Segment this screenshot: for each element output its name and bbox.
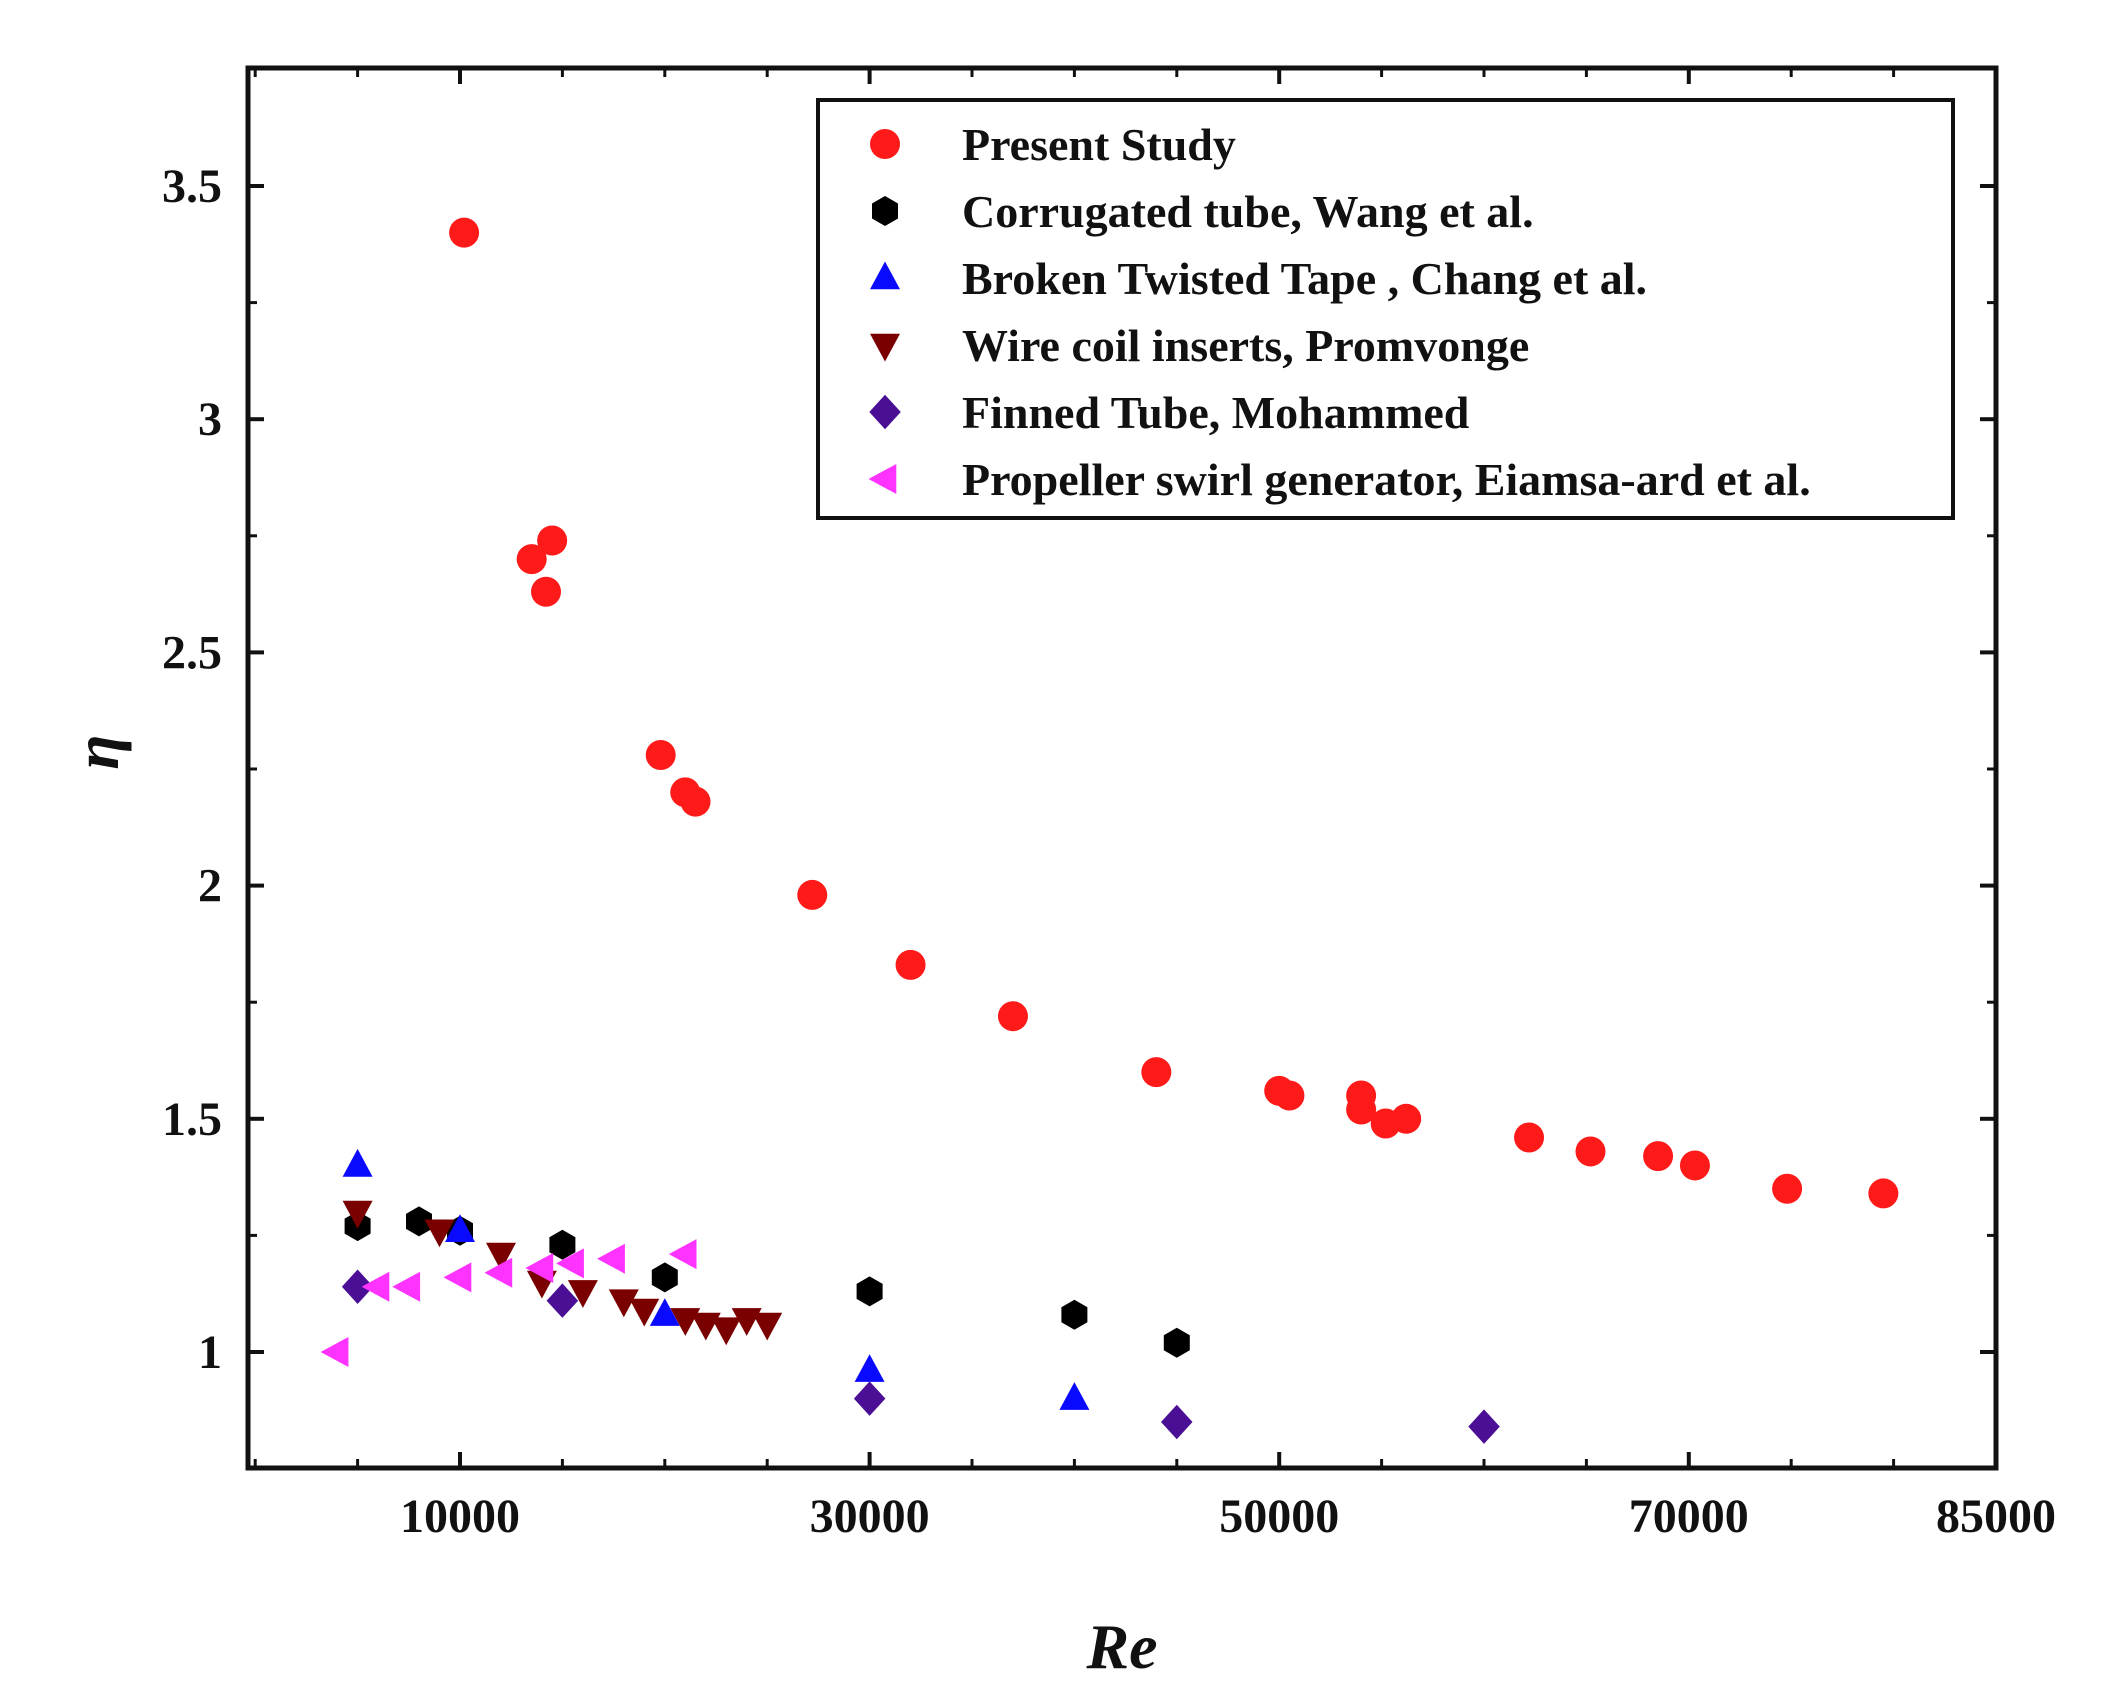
point-present-study	[1141, 1057, 1172, 1088]
point-broken-twisted-tape-chang-et-al	[342, 1148, 373, 1177]
point-wire-coil-inserts-promvonge	[424, 1219, 455, 1248]
legend-marker-finned-tube-mohammed	[869, 394, 901, 430]
x-tick-label: 50000	[1219, 1490, 1339, 1543]
legend: Present Study Corrugated tube, Wang et a…	[816, 98, 1955, 520]
point-wire-coil-inserts-promvonge	[608, 1289, 639, 1318]
legend-box	[816, 98, 1955, 520]
series-wire-coil-inserts-promvonge	[342, 1200, 783, 1346]
point-propeller-swirl-generator-eiamsa-ard-et-al	[668, 1239, 697, 1270]
legend-label-broken-twisted-tape: Broken Twisted Tape , Chang et al.	[962, 253, 1647, 304]
series-finned-tube-mohammed	[341, 1269, 1500, 1444]
point-present-study	[1346, 1094, 1377, 1125]
y-tick-label: 2.5	[162, 626, 222, 679]
series-present-study	[449, 217, 1899, 1209]
point-corrugated-tube-wang-et-al	[651, 1262, 678, 1293]
point-corrugated-tube-wang-et-al	[856, 1276, 883, 1307]
point-present-study	[537, 525, 568, 556]
point-present-study	[1679, 1150, 1710, 1181]
legend-marker-propeller-swirl-generator-eiamsa-ard-et-al	[868, 464, 897, 494]
point-present-study	[680, 786, 711, 817]
point-present-study	[531, 576, 562, 607]
point-present-study	[1391, 1103, 1422, 1134]
point-present-study	[1575, 1136, 1606, 1167]
point-wire-coil-inserts-promvonge	[629, 1298, 660, 1327]
series-corrugated-tube-wang-et-al	[344, 1206, 1190, 1358]
point-corrugated-tube-wang-et-al	[406, 1206, 432, 1237]
point-propeller-swirl-generator-eiamsa-ard-et-al	[556, 1248, 584, 1279]
y-axis-title: η	[61, 734, 132, 769]
point-wire-coil-inserts-promvonge	[752, 1312, 783, 1341]
point-propeller-swirl-generator-eiamsa-ard-et-al	[484, 1257, 513, 1288]
point-present-study	[516, 544, 547, 575]
x-axis-title: Re	[1085, 1611, 1157, 1682]
x-tick-label: 30000	[810, 1490, 930, 1543]
point-present-study	[797, 879, 828, 910]
legend-label-corrugated-tube: Corrugated tube, Wang et al.	[962, 186, 1534, 237]
legend-label-propeller-swirl: Propeller swirl generator, Eiamsa-ard et…	[962, 454, 1811, 505]
legend-marker-present-study	[870, 129, 900, 159]
series-broken-twisted-tape-chang-et-al	[342, 1148, 1090, 1410]
point-wire-coil-inserts-promvonge	[567, 1280, 598, 1308]
point-present-study	[1274, 1080, 1305, 1111]
point-broken-twisted-tape-chang-et-al	[1059, 1382, 1090, 1410]
y-tick-label: 1	[198, 1326, 222, 1379]
y-tick-label: 3	[198, 393, 222, 446]
point-present-study	[1868, 1178, 1899, 1209]
point-corrugated-tube-wang-et-al	[549, 1229, 576, 1260]
point-propeller-swirl-generator-eiamsa-ard-et-al	[525, 1253, 554, 1283]
legend-marker-corrugated-tube-wang-et-al	[872, 196, 898, 226]
y-tick-label: 2	[198, 860, 222, 913]
point-corrugated-tube-wang-et-al	[1163, 1327, 1190, 1358]
axis-tick-labels: 10000 30000 50000 70000 85000 1 1.5 2 2.5 3 3.5	[162, 160, 2056, 1543]
point-propeller-swirl-generator-eiamsa-ard-et-al	[392, 1271, 421, 1302]
point-corrugated-tube-wang-et-al	[1061, 1299, 1088, 1330]
point-present-study	[449, 217, 480, 248]
point-wire-coil-inserts-promvonge	[342, 1200, 373, 1229]
x-tick-label: 70000	[1629, 1490, 1749, 1543]
point-finned-tube-mohammed	[853, 1381, 886, 1416]
x-tick-label: 85000	[1936, 1490, 2056, 1543]
point-propeller-swirl-generator-eiamsa-ard-et-al	[361, 1271, 390, 1302]
point-present-study	[895, 949, 926, 980]
x-tick-label: 10000	[400, 1490, 520, 1543]
point-propeller-swirl-generator-eiamsa-ard-et-al	[443, 1262, 472, 1293]
legend-marker-broken-twisted-tape-chang-et-al	[870, 261, 900, 290]
point-propeller-swirl-generator-eiamsa-ard-et-al	[597, 1243, 625, 1274]
point-wire-coil-inserts-promvonge	[486, 1242, 516, 1271]
point-finned-tube-mohammed	[341, 1269, 374, 1304]
legend-label-present-study: Present Study	[962, 119, 1236, 170]
axis-ticks	[248, 68, 1998, 1468]
data-points	[320, 217, 1899, 1444]
series-propeller-swirl-generator-eiamsa-ard-et-al	[320, 1239, 697, 1367]
y-tick-label: 1.5	[162, 1093, 222, 1146]
point-present-study	[1643, 1141, 1674, 1172]
point-broken-twisted-tape-chang-et-al	[854, 1354, 885, 1382]
y-tick-label: 3.5	[162, 160, 222, 213]
point-wire-coil-inserts-promvonge	[711, 1317, 742, 1346]
point-propeller-swirl-generator-eiamsa-ard-et-al	[320, 1337, 349, 1367]
point-present-study	[645, 740, 676, 771]
point-finned-tube-mohammed	[546, 1283, 579, 1318]
point-broken-twisted-tape-chang-et-al	[649, 1298, 680, 1326]
legend-label-finned-tube: Finned Tube, Mohammed	[962, 387, 1470, 438]
point-present-study	[1772, 1173, 1803, 1204]
legend-items	[868, 129, 901, 494]
point-broken-twisted-tape-chang-et-al	[445, 1214, 475, 1242]
point-finned-tube-mohammed	[1468, 1409, 1500, 1444]
legend-marker-wire-coil-inserts-promvonge	[870, 333, 900, 362]
point-present-study	[1514, 1122, 1545, 1153]
legend-label-wire-coil-inserts: Wire coil inserts, Promvonge	[962, 320, 1529, 371]
point-finned-tube-mohammed	[1161, 1404, 1193, 1440]
point-present-study	[997, 1001, 1028, 1032]
